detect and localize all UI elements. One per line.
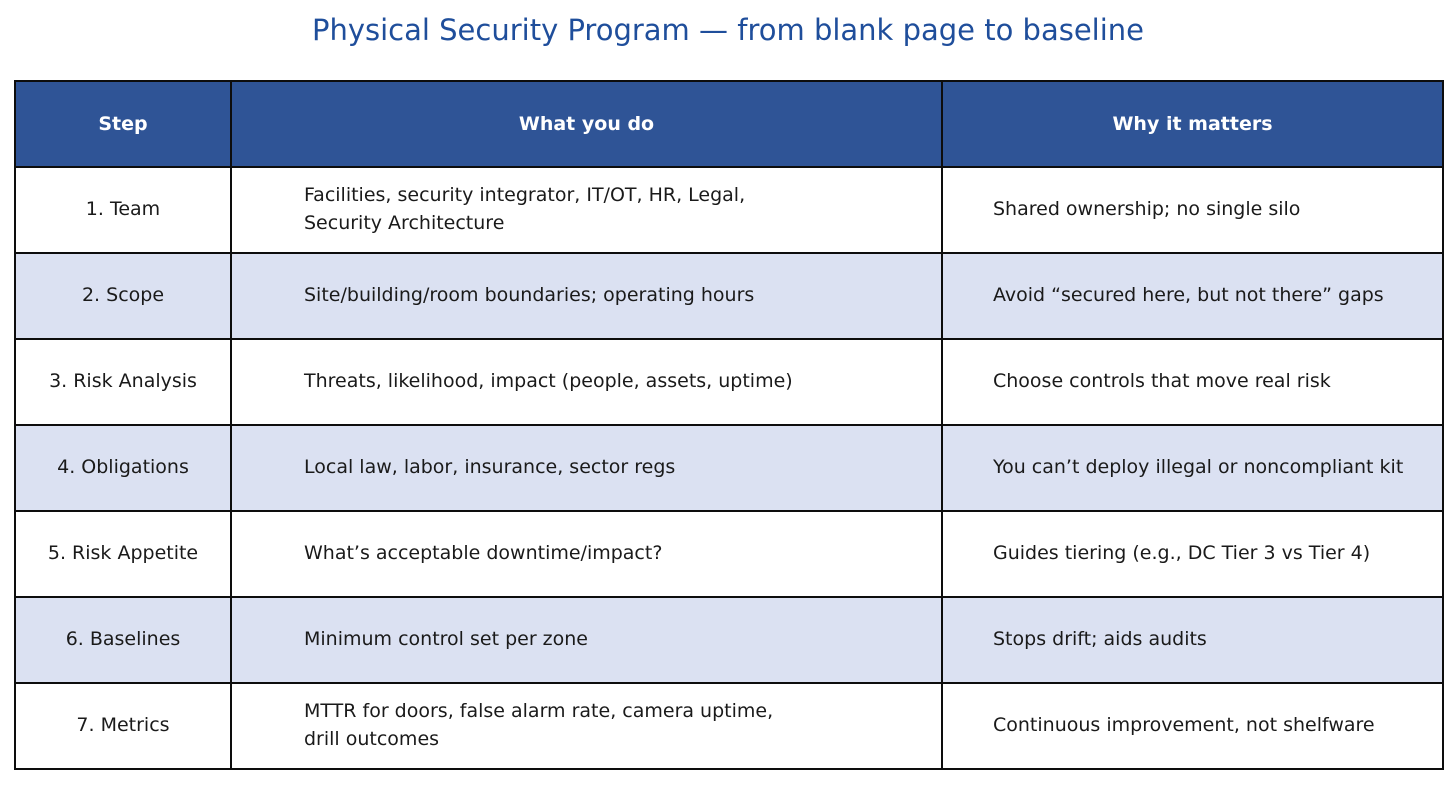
page-title: Physical Security Program — from blank p… bbox=[311, 13, 1145, 47]
cell-why-it-matters: Avoid “secured here, but not there” gaps bbox=[941, 252, 1444, 340]
cell-step: 5. Risk Appetite bbox=[14, 510, 232, 598]
cell-step: 1. Team bbox=[14, 166, 232, 254]
table-row: 6. Baselines Minimum control set per zon… bbox=[14, 596, 1444, 684]
cell-why-it-matters: Choose controls that move real risk bbox=[941, 338, 1444, 426]
cell-what-you-do: Facilities, security integrator, IT/OT, … bbox=[230, 166, 943, 254]
cell-what-you-do: MTTR for doors, false alarm rate, camera… bbox=[230, 682, 943, 770]
cell-what-you-do: Local law, labor, insurance, sector regs bbox=[230, 424, 943, 512]
table-row: 2. Scope Site/building/room boundaries; … bbox=[14, 252, 1444, 340]
cell-step: 6. Baselines bbox=[14, 596, 232, 684]
cell-why-it-matters: Continuous improvement, not shelfware bbox=[941, 682, 1444, 770]
page: Physical Security Program — from blank p… bbox=[0, 10, 1456, 804]
table-row: 1. Team Facilities, security integrator,… bbox=[14, 166, 1444, 254]
header-row: Step What you do Why it matters bbox=[14, 80, 1444, 168]
cell-step: 7. Metrics bbox=[14, 682, 232, 770]
column-header-what-you-do: What you do bbox=[230, 80, 943, 168]
table-row: 5. Risk Appetite What’s acceptable downt… bbox=[14, 510, 1444, 598]
cell-what-you-do: What’s acceptable downtime/impact? bbox=[230, 510, 943, 598]
table-row: 4. Obligations Local law, labor, insuran… bbox=[14, 424, 1444, 512]
cell-step: 4. Obligations bbox=[14, 424, 232, 512]
cell-what-you-do: Minimum control set per zone bbox=[230, 596, 943, 684]
cell-step: 2. Scope bbox=[14, 252, 232, 340]
column-header-step: Step bbox=[14, 80, 232, 168]
cell-why-it-matters: Stops drift; aids audits bbox=[941, 596, 1444, 684]
security-program-table: Step What you do Why it matters 1. Team … bbox=[14, 80, 1444, 770]
cell-why-it-matters: You can’t deploy illegal or noncompliant… bbox=[941, 424, 1444, 512]
cell-step: 3. Risk Analysis bbox=[14, 338, 232, 426]
table-row: 7. Metrics MTTR for doors, false alarm r… bbox=[14, 682, 1444, 770]
column-header-why-it-matters: Why it matters bbox=[941, 80, 1444, 168]
cell-what-you-do: Threats, likelihood, impact (people, ass… bbox=[230, 338, 943, 426]
cell-what-you-do: Site/building/room boundaries; operating… bbox=[230, 252, 943, 340]
cell-why-it-matters: Guides tiering (e.g., DC Tier 3 vs Tier … bbox=[941, 510, 1444, 598]
cell-why-it-matters: Shared ownership; no single silo bbox=[941, 166, 1444, 254]
table-row: 3. Risk Analysis Threats, likelihood, im… bbox=[14, 338, 1444, 426]
